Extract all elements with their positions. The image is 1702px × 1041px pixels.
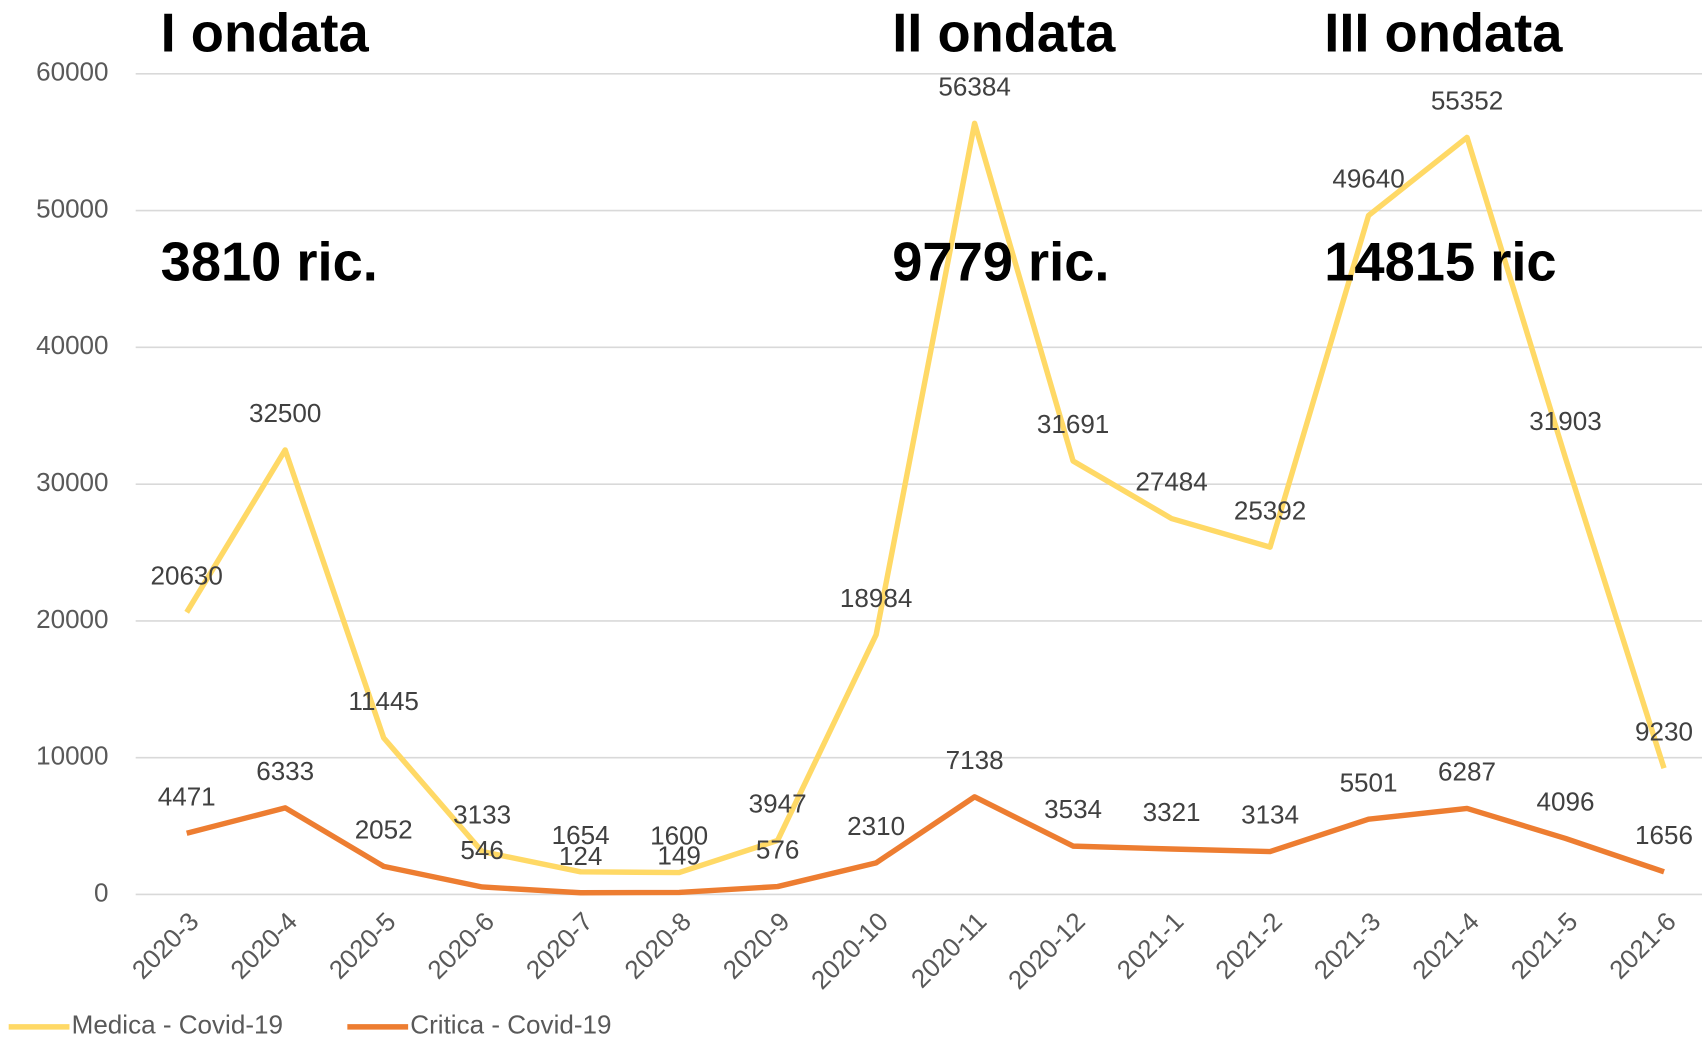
data-label: 546: [460, 835, 503, 865]
x-tick-label: 2021-2: [1209, 906, 1288, 985]
x-tick-label: 2020-12: [1002, 906, 1091, 995]
data-label: 32500: [249, 398, 321, 428]
x-tick-label: 2020-4: [224, 906, 303, 985]
legend-label: Medica - Covid-19: [72, 1010, 283, 1040]
legend-label: Critica - Covid-19: [410, 1010, 611, 1040]
data-label: 124: [559, 841, 602, 871]
data-label: 1654: [552, 820, 610, 850]
data-label: 3133: [453, 800, 511, 830]
data-label: 31691: [1037, 409, 1109, 439]
data-label: 25392: [1234, 495, 1306, 525]
x-tick-label: 2020-11: [905, 906, 992, 993]
y-tick-label: 40000: [36, 330, 108, 360]
data-label: 6333: [256, 756, 314, 786]
x-tick-label: 2021-3: [1308, 906, 1387, 985]
data-label: 1600: [650, 821, 708, 851]
x-tick-label: 2020-10: [805, 906, 894, 995]
annotation: II ondata: [892, 2, 1116, 63]
data-label: 4471: [158, 781, 216, 811]
y-tick-label: 30000: [36, 467, 108, 497]
data-label: 2052: [355, 815, 413, 845]
data-label: 6287: [1438, 757, 1496, 787]
x-tick-label: 2020-6: [421, 906, 500, 985]
x-tick-label: 2021-5: [1505, 906, 1584, 985]
data-label: 5501: [1340, 767, 1398, 797]
x-tick-label: 2021-6: [1603, 906, 1682, 985]
annotation: I ondata: [161, 2, 370, 63]
data-label: 4096: [1537, 787, 1595, 817]
data-label: 2310: [847, 811, 905, 841]
x-tick-label: 2020-8: [618, 906, 697, 985]
annotation: 9779 ric.: [892, 231, 1109, 292]
data-label: 56384: [938, 71, 1010, 101]
data-label: 11445: [348, 686, 419, 716]
x-tick-label: 2021-4: [1406, 906, 1485, 985]
data-label: 18984: [840, 583, 912, 613]
y-tick-label: 0: [94, 877, 109, 907]
x-tick-label: 2020-9: [717, 906, 796, 985]
y-tick-label: 60000: [36, 57, 108, 87]
data-label: 3134: [1241, 800, 1299, 830]
annotation: III ondata: [1324, 2, 1563, 63]
annotation: 14815 ric: [1324, 231, 1556, 292]
data-label: 3947: [749, 789, 807, 819]
data-label: 149: [657, 841, 700, 871]
y-tick-label: 10000: [36, 741, 108, 771]
x-tick-label: 2020-5: [323, 906, 402, 985]
data-label: 27484: [1135, 467, 1207, 497]
data-label: 31903: [1529, 406, 1601, 436]
data-label: 3321: [1143, 797, 1201, 827]
line-series: [186, 794, 1665, 896]
data-label: 1656: [1635, 820, 1693, 850]
x-tick-label: 2020-3: [126, 906, 205, 985]
data-label: 20630: [150, 560, 222, 590]
data-label: 9230: [1635, 716, 1693, 746]
data-label: 49640: [1332, 164, 1404, 194]
annotation: 3810 ric.: [161, 231, 378, 292]
line-series: [184, 120, 1667, 876]
x-tick-label: 2021-1: [1111, 906, 1190, 985]
y-tick-label: 50000: [36, 193, 108, 223]
y-tick-label: 20000: [36, 604, 108, 634]
x-tick-label: 2020-7: [520, 906, 599, 985]
data-label: 7138: [946, 745, 1004, 775]
data-label: 3534: [1044, 794, 1102, 824]
data-label: 55352: [1431, 86, 1503, 116]
data-label: 576: [756, 835, 799, 865]
